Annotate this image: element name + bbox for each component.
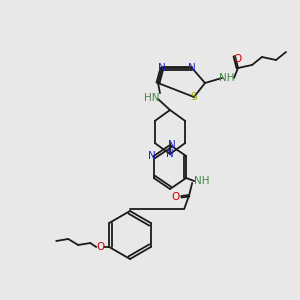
Text: NH: NH <box>219 73 235 83</box>
Text: S: S <box>191 92 197 102</box>
Text: NH: NH <box>194 176 210 186</box>
Text: N: N <box>148 151 156 161</box>
Text: HN: HN <box>144 93 160 103</box>
Text: O: O <box>96 242 104 252</box>
Text: N: N <box>168 140 176 150</box>
Text: N: N <box>188 63 196 73</box>
Text: O: O <box>171 192 179 202</box>
Text: N: N <box>166 149 174 159</box>
Text: N: N <box>158 63 166 73</box>
Text: O: O <box>234 54 242 64</box>
